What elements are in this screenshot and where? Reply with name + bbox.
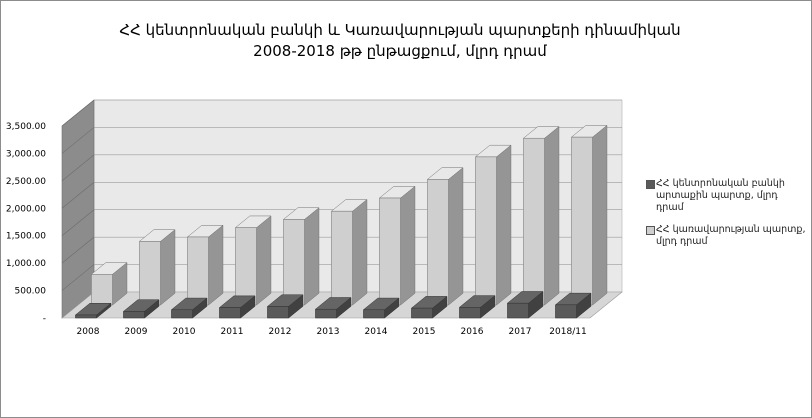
x-tick-label: 2011 (221, 327, 244, 337)
bar-government-debt-2011 (234, 215, 272, 306)
bar-government-debt-2012-side (304, 207, 320, 306)
bar-cb-external-debt-2008-front (75, 314, 97, 319)
x-tick-label: 2013 (317, 327, 340, 337)
y-tick-label: - (43, 314, 46, 324)
gridline-side (61, 209, 95, 236)
x-tick-label: 2009 (125, 327, 148, 337)
x-tick-label: 2012 (269, 327, 292, 337)
bar-government-debt-2010-front (187, 236, 209, 306)
bar-cb-external-debt-2018/11 (554, 292, 592, 319)
bar-cb-external-debt-2008 (74, 302, 112, 319)
bar-cb-external-debt-2015 (410, 295, 448, 319)
bar-cb-external-debt-2011-front (219, 307, 241, 319)
x-tick-label: 2017 (509, 327, 532, 337)
bar-cb-external-debt-2012 (266, 294, 304, 319)
gridline-side (61, 264, 95, 291)
x-tick-label: 2018/11 (549, 327, 586, 337)
bar-cb-external-debt-2017 (506, 290, 544, 319)
bar-government-debt-2016-side (496, 144, 512, 306)
bar-cb-external-debt-2017-front (507, 302, 529, 319)
bar-government-debt-2010-side (208, 224, 224, 306)
bar-government-debt-2012-front (283, 219, 305, 306)
bar-government-debt-2015-front (427, 179, 449, 306)
x-tick-label: 2015 (413, 327, 436, 337)
bar-government-debt-2017-side (544, 126, 560, 306)
y-tick-label: 1,500.00 (6, 232, 46, 242)
x-tick-label: 2016 (461, 327, 484, 337)
bar-government-debt-2018/11-front (571, 136, 593, 306)
bar-cb-external-debt-2009 (122, 299, 160, 319)
bar-government-debt-2009-side (160, 229, 176, 306)
chart-title: ՀՀ կենտրոնական բանկի և Կառավարության պար… (0, 20, 800, 62)
y-tick-label: 3,500.00 (6, 122, 46, 132)
bar-government-debt-2014-front (379, 197, 401, 306)
bar-cb-external-debt-2010-front (171, 309, 193, 319)
bar-cb-external-debt-2016 (458, 295, 496, 319)
bar-cb-external-debt-2013 (314, 296, 352, 319)
bar-government-debt-2009-front (139, 241, 161, 306)
bar-cb-external-debt-2018/11-front (555, 304, 577, 319)
bar-government-debt-2016 (474, 144, 512, 306)
chart-side-wall (61, 99, 95, 319)
x-tick-label: 2014 (365, 327, 388, 337)
bar-government-debt-2018/11-side (592, 124, 608, 306)
bar-cb-external-debt-2016-front (459, 307, 481, 319)
bar-government-debt-2015-side (448, 167, 464, 306)
bar-government-debt-2011-side (256, 215, 272, 306)
bar-government-debt-2010 (186, 224, 224, 306)
gridline-side (61, 236, 95, 264)
bar-cb-external-debt-2015-front (411, 307, 433, 319)
chart-title-line-1: ՀՀ կենտրոնական բանկի և Կառավարության պար… (119, 21, 681, 39)
y-tick-label: 3,000.00 (6, 149, 46, 159)
gridline-side (61, 182, 95, 209)
bar-government-debt-2018/11 (570, 124, 608, 306)
bar-cb-external-debt-2011 (218, 295, 256, 319)
bar-government-debt-2008-front (91, 274, 113, 306)
bar-government-debt-2017-front (523, 137, 545, 306)
chart-legend: ՀՀ կենտրոնական բանկի արտաքին պարտք, մլրդ… (646, 178, 806, 258)
bar-government-debt-2015 (426, 167, 464, 306)
y-tick-label: 1,000.00 (6, 259, 46, 269)
y-tick-label: 2,500.00 (6, 177, 46, 187)
bar-government-debt-2014-side (400, 185, 416, 306)
legend-label-government-debt: ՀՀ կառավարության պարտք, մլրդ դրամ (656, 224, 806, 247)
legend-swatch-cb-external-debt (646, 180, 655, 189)
legend-item-cb-external-debt: ՀՀ կենտրոնական բանկի արտաքին պարտք, մլրդ… (646, 178, 806, 214)
bar-government-debt-2013 (330, 198, 368, 306)
bar-government-debt-2012 (282, 207, 320, 306)
bar-cb-external-debt-2010 (170, 297, 208, 319)
bar-cb-external-debt-2014 (362, 297, 400, 319)
bar-cb-external-debt-2009-front (123, 311, 145, 319)
bar-cb-external-debt-2012-front (267, 306, 289, 319)
bar-government-debt-2009 (138, 229, 176, 306)
y-tick-label: 500.00 (15, 287, 47, 297)
gridline-side (61, 154, 95, 182)
x-tick-label: 2010 (173, 327, 196, 337)
bar-cb-external-debt-2013-front (315, 308, 337, 319)
bar-government-debt-2016-front (475, 156, 497, 306)
bar-government-debt-2013-side (352, 198, 368, 306)
legend-label-cb-external-debt: ՀՀ կենտրոնական բանկի արտաքին պարտք, մլրդ… (656, 178, 785, 213)
legend-swatch-government-debt (646, 226, 655, 235)
bar-government-debt-2014 (378, 185, 416, 306)
gridline-side (61, 99, 95, 127)
gridline-side (61, 127, 95, 154)
x-tick-label: 2008 (77, 327, 100, 337)
bar-cb-external-debt-2014-front (363, 309, 385, 319)
bar-government-debt-2017 (522, 126, 560, 306)
chart-title-line-2: 2008-2018 թթ ընթացքում, մլրդ դրամ (253, 42, 547, 60)
legend-item-government-debt: ՀՀ կառավարության պարտք, մլրդ դրամ (646, 224, 806, 248)
bar-government-debt-2013-front (331, 210, 353, 306)
y-tick-label: 2,000.00 (6, 204, 46, 214)
bar-government-debt-2011-front (235, 227, 257, 306)
